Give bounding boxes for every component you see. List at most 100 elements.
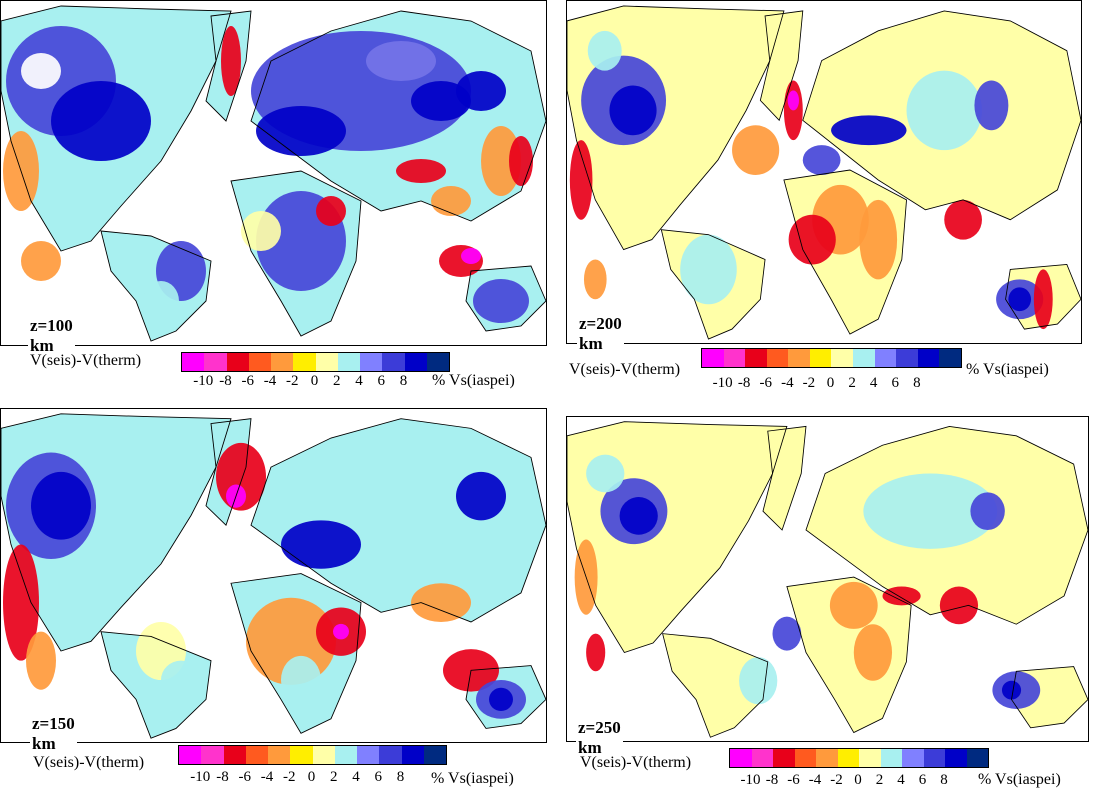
colorbar-swatch xyxy=(917,349,940,367)
coastline-greenland xyxy=(759,10,804,122)
colorbar-tick-label: 6 xyxy=(918,772,927,788)
colorbar-tick-label: -2 xyxy=(283,769,296,785)
coastline-greenland xyxy=(205,10,252,122)
landmass-south-america xyxy=(662,633,768,738)
colorbar-swatch xyxy=(223,746,246,764)
anomaly-region xyxy=(281,520,361,569)
colorbar-tick-label: -2 xyxy=(802,375,816,391)
coastline-north-america xyxy=(1,413,232,652)
anomaly-region xyxy=(569,140,593,220)
colorbar-tick-label: -8 xyxy=(737,375,751,391)
anomaly-region xyxy=(31,471,91,540)
colorbar xyxy=(178,745,447,765)
anomaly-region xyxy=(316,196,346,226)
landmass-africa xyxy=(786,577,912,733)
colorbar-tick-label: 8 xyxy=(396,769,405,785)
colorbar-swatch xyxy=(423,746,446,764)
anomaly-region xyxy=(461,248,481,264)
colorbar-tick-label: -10 xyxy=(712,375,733,391)
colorbar-swatch xyxy=(201,746,224,764)
colorbar-tick-label: -6 xyxy=(241,373,255,389)
colorbar-tick-label: -4 xyxy=(781,375,794,391)
colorbar-tick-label: -8 xyxy=(216,769,229,785)
map-250km xyxy=(566,416,1089,742)
anomaly-region xyxy=(366,41,436,81)
anomaly-region xyxy=(586,633,606,672)
anomaly-region xyxy=(456,471,506,521)
colorbar-tick-label: -8 xyxy=(219,373,232,389)
colorbar-swatch xyxy=(337,353,360,371)
coastline-eurasia xyxy=(802,10,1081,221)
anomaly-region xyxy=(281,655,321,705)
coastline-north-america xyxy=(1,5,232,252)
coastline-south-america xyxy=(100,230,212,342)
anomaly-region xyxy=(882,586,921,606)
anomaly-region xyxy=(732,125,780,175)
anomaly-region xyxy=(970,492,1005,531)
colorbar-tick-label: 0 xyxy=(854,772,862,788)
colorbar-tick-label: -4 xyxy=(808,772,822,788)
velocity-map-100km xyxy=(1,5,546,342)
coastline-south-america xyxy=(100,631,212,739)
depth-label: z=150 km xyxy=(30,714,77,754)
colorbar-tick-label: -4 xyxy=(260,769,274,785)
anomaly-region xyxy=(161,660,201,700)
depth-label: z=200 km xyxy=(577,314,624,354)
colorbar-swatch xyxy=(923,749,945,767)
colorbar-tick-label: 6 xyxy=(374,769,383,785)
colorbar-tick-label: -10 xyxy=(740,772,761,788)
colorbar-title: V(seis)-V(therm) xyxy=(580,754,692,771)
anomaly-region xyxy=(772,616,802,651)
map-100km xyxy=(0,0,547,346)
anomaly-region xyxy=(863,473,998,549)
anomaly-region xyxy=(583,259,607,300)
coastline-australia xyxy=(465,265,546,332)
anomaly-region xyxy=(221,26,241,96)
anomaly-region xyxy=(481,126,521,196)
coastline-africa xyxy=(230,170,362,337)
anomaly-region xyxy=(241,211,281,251)
colorbar xyxy=(701,348,962,368)
colorbar-title: V(seis)-V(therm) xyxy=(30,352,142,369)
anomaly-region xyxy=(489,687,513,712)
colorbar-unit: % Vs(iaspei) xyxy=(966,361,1049,378)
colorbar-title: V(seis)-V(therm) xyxy=(33,754,145,771)
anomaly-region xyxy=(256,106,346,156)
colorbar-swatch xyxy=(204,353,227,371)
anomaly-region xyxy=(587,30,622,71)
colorbar-tick-label: 0 xyxy=(310,373,319,389)
coastline-eurasia xyxy=(250,418,546,623)
coastline-africa xyxy=(783,169,907,335)
anomaly-region xyxy=(143,281,179,321)
anomaly-region xyxy=(473,279,529,323)
colorbar-swatch xyxy=(874,349,897,367)
colorbar-swatch xyxy=(182,353,205,371)
colorbar xyxy=(729,748,989,768)
anomaly-region xyxy=(739,657,778,705)
colorbar-ticks: -10 -8 -6 -4 -2 0 2 4 6 8 xyxy=(701,374,960,392)
map-200km xyxy=(566,0,1082,344)
anomaly-region xyxy=(853,624,893,681)
colorbar-swatch xyxy=(426,353,449,371)
coastline-australia xyxy=(1005,263,1081,330)
colorbar-swatch xyxy=(788,349,810,367)
colorbar-swatch xyxy=(723,349,746,367)
colorbar-tick-label: 0 xyxy=(307,769,316,785)
colorbar-ticks: -10 -8 -6 -4 -2 0 2 4 6 8 xyxy=(181,372,448,390)
colorbar-tick-label: 8 xyxy=(913,375,921,391)
colorbar-swatch xyxy=(773,749,795,767)
colorbar-swatch xyxy=(966,749,988,767)
anomaly-region xyxy=(787,90,800,111)
colorbar-swatch xyxy=(939,349,961,367)
colorbar-ticks: -10 -8 -6 -4 -2 0 2 4 6 8 xyxy=(178,768,445,786)
anomaly-region xyxy=(26,631,56,690)
colorbar-tick-label: -10 xyxy=(193,373,214,389)
anomaly-region xyxy=(51,81,151,161)
anomaly-region xyxy=(831,115,907,146)
coastline-africa xyxy=(786,576,912,734)
colorbar-swatch xyxy=(745,349,767,367)
colorbar-tick-label: 8 xyxy=(399,373,408,389)
colorbar-tick-label: 0 xyxy=(826,375,835,391)
anomaly-region xyxy=(456,71,506,111)
coastline-greenland xyxy=(205,418,252,526)
